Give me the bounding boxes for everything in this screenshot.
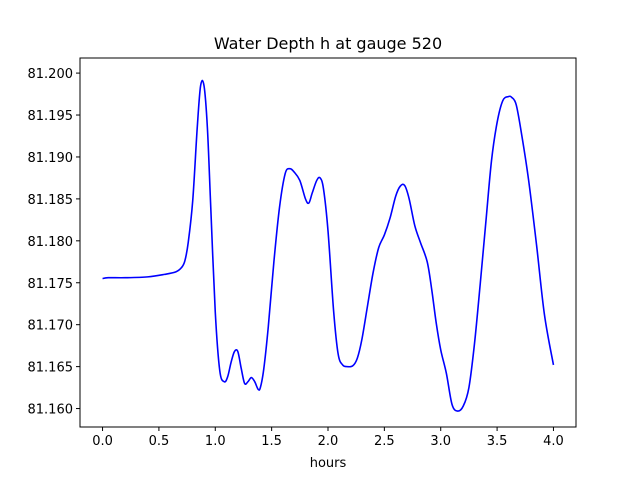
chart-title: Water Depth h at gauge 520 (214, 34, 442, 53)
series-line (102, 79, 555, 412)
y-tick-label: 81.190 (28, 151, 74, 166)
series-layer (102, 79, 555, 412)
x-tick-label: 1.5 (261, 434, 282, 449)
x-axis: 0.0 0.5 1.0 1.5 2.0 2.5 3.0 3.5 4.0 (92, 427, 564, 449)
y-tick-label: 81.165 (28, 361, 74, 376)
x-axis-label: hours (310, 456, 347, 471)
y-tick-label: 81.160 (28, 403, 74, 418)
x-tick-label: 3.0 (430, 434, 451, 449)
y-axis: 81.160 81.165 81.170 81.175 81.180 81.185 81.1… (28, 67, 80, 418)
x-tick-label: 3.5 (487, 434, 508, 449)
x-tick-label: 4.0 (543, 434, 564, 449)
y-tick-label: 81.170 (28, 319, 74, 334)
x-tick-label: 2.0 (318, 434, 339, 449)
y-tick-label: 81.185 (28, 193, 74, 208)
y-tick-label: 81.195 (28, 109, 74, 124)
y-tick-label: 81.180 (28, 235, 74, 250)
x-tick-label: 0.0 (92, 434, 113, 449)
x-tick-label: 1.0 (205, 434, 226, 449)
y-tick-label: 81.200 (28, 67, 74, 82)
x-tick-label: 2.5 (374, 434, 395, 449)
x-tick-label: 0.5 (149, 434, 170, 449)
y-tick-label: 81.175 (28, 277, 74, 292)
